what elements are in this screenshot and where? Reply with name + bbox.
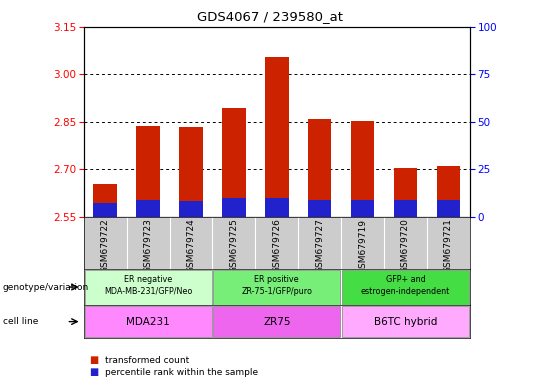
Bar — [342, 270, 469, 305]
Text: GSM679720: GSM679720 — [401, 218, 410, 273]
Text: GSM679721: GSM679721 — [444, 218, 453, 273]
Text: ER positive
ZR-75-1/GFP/puro: ER positive ZR-75-1/GFP/puro — [241, 275, 312, 296]
Bar — [436, 200, 460, 217]
Text: GSM679726: GSM679726 — [272, 218, 281, 273]
Text: GSM679725: GSM679725 — [230, 218, 238, 273]
Text: genotype/variation: genotype/variation — [3, 283, 89, 291]
Text: ER negative
MDA-MB-231/GFP/Neo: ER negative MDA-MB-231/GFP/Neo — [104, 275, 192, 296]
Bar — [265, 198, 288, 217]
Bar — [213, 270, 340, 305]
Bar — [179, 127, 202, 217]
Text: GSM679723: GSM679723 — [144, 218, 153, 273]
Text: GSM679727: GSM679727 — [315, 218, 324, 273]
Bar — [342, 306, 469, 337]
Bar — [85, 270, 212, 305]
Bar — [351, 121, 374, 217]
Text: GSM679724: GSM679724 — [186, 218, 195, 273]
Bar — [222, 108, 246, 217]
Bar — [136, 200, 160, 217]
Bar — [213, 306, 340, 337]
Bar — [436, 166, 460, 217]
Bar — [394, 200, 417, 217]
Bar — [93, 184, 117, 217]
Bar — [136, 126, 160, 217]
Bar — [85, 306, 212, 337]
Text: B6TC hybrid: B6TC hybrid — [374, 316, 437, 327]
Bar — [93, 203, 117, 217]
Text: cell line: cell line — [3, 317, 38, 326]
Text: GDS4067 / 239580_at: GDS4067 / 239580_at — [197, 10, 343, 23]
Bar — [179, 201, 202, 217]
Text: transformed count: transformed count — [105, 356, 190, 365]
Text: ■: ■ — [89, 355, 98, 365]
Text: GSM679722: GSM679722 — [100, 218, 110, 273]
Text: MDA231: MDA231 — [126, 316, 170, 327]
Text: GSM679719: GSM679719 — [358, 218, 367, 273]
Text: ZR75: ZR75 — [263, 316, 291, 327]
Bar — [308, 200, 332, 217]
Bar — [265, 57, 288, 217]
Bar — [394, 168, 417, 217]
Bar — [222, 198, 246, 217]
Bar — [351, 200, 374, 217]
Bar — [308, 119, 332, 217]
Text: ■: ■ — [89, 367, 98, 377]
Text: GFP+ and
estrogen-independent: GFP+ and estrogen-independent — [361, 275, 450, 296]
Text: percentile rank within the sample: percentile rank within the sample — [105, 368, 259, 377]
